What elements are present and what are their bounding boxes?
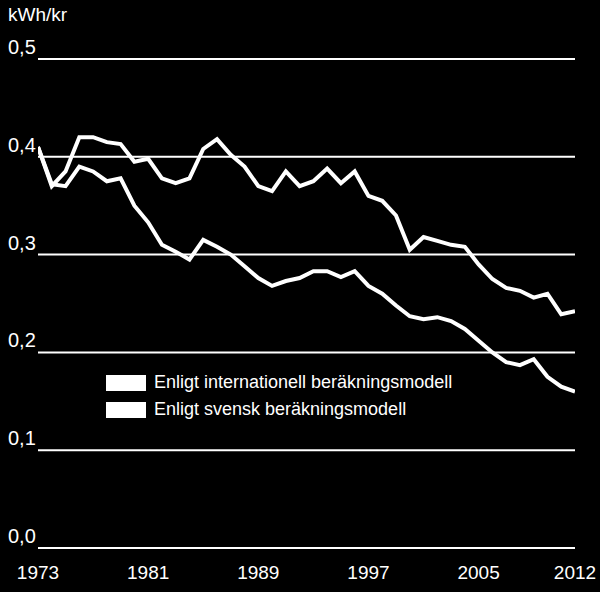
svg-text:0,4: 0,4 bbox=[8, 134, 36, 156]
svg-text:2005: 2005 bbox=[457, 562, 499, 583]
svg-text:0,0: 0,0 bbox=[8, 525, 36, 547]
svg-text:0,1: 0,1 bbox=[8, 427, 36, 449]
svg-text:0,5: 0,5 bbox=[8, 36, 36, 58]
svg-text:0,3: 0,3 bbox=[8, 232, 36, 254]
svg-text:1973: 1973 bbox=[17, 562, 59, 583]
svg-text:0,2: 0,2 bbox=[8, 329, 36, 351]
svg-text:1981: 1981 bbox=[127, 562, 169, 583]
svg-text:1989: 1989 bbox=[237, 562, 279, 583]
svg-text:1997: 1997 bbox=[347, 562, 389, 583]
html-text:Enligt internationell beräknin: Enligt internationell beräkningsmodell bbox=[154, 372, 453, 392]
svg-text:2012: 2012 bbox=[554, 562, 592, 583]
html-text:kWh/kr: kWh/kr bbox=[8, 4, 68, 25]
html-text:Enligt svensk beräkningsmodell: Enligt svensk beräkningsmodell bbox=[154, 399, 407, 419]
